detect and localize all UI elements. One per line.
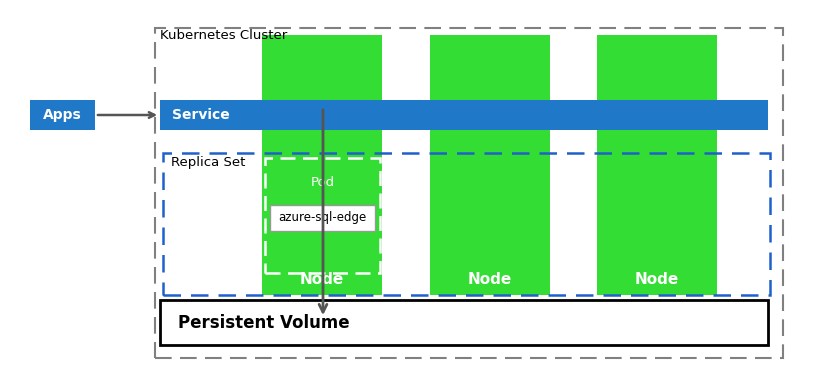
Text: Node: Node	[300, 273, 344, 288]
Text: azure-sql-edge: azure-sql-edge	[278, 211, 366, 224]
Text: Persistent Volume: Persistent Volume	[178, 314, 349, 331]
Text: Kubernetes Cluster: Kubernetes Cluster	[160, 29, 287, 42]
Text: Apps: Apps	[43, 108, 82, 122]
FancyBboxPatch shape	[596, 35, 716, 100]
FancyBboxPatch shape	[262, 130, 382, 295]
Text: Node: Node	[634, 273, 678, 288]
Text: Pod: Pod	[310, 176, 334, 189]
FancyBboxPatch shape	[160, 100, 767, 130]
FancyBboxPatch shape	[160, 300, 767, 345]
FancyBboxPatch shape	[429, 130, 550, 295]
FancyBboxPatch shape	[262, 35, 382, 100]
Text: Node: Node	[468, 273, 512, 288]
FancyBboxPatch shape	[30, 100, 95, 130]
FancyBboxPatch shape	[429, 35, 550, 100]
Text: Replica Set: Replica Set	[171, 156, 245, 169]
Text: Service: Service	[172, 108, 229, 122]
FancyBboxPatch shape	[596, 130, 716, 295]
FancyBboxPatch shape	[269, 205, 374, 231]
